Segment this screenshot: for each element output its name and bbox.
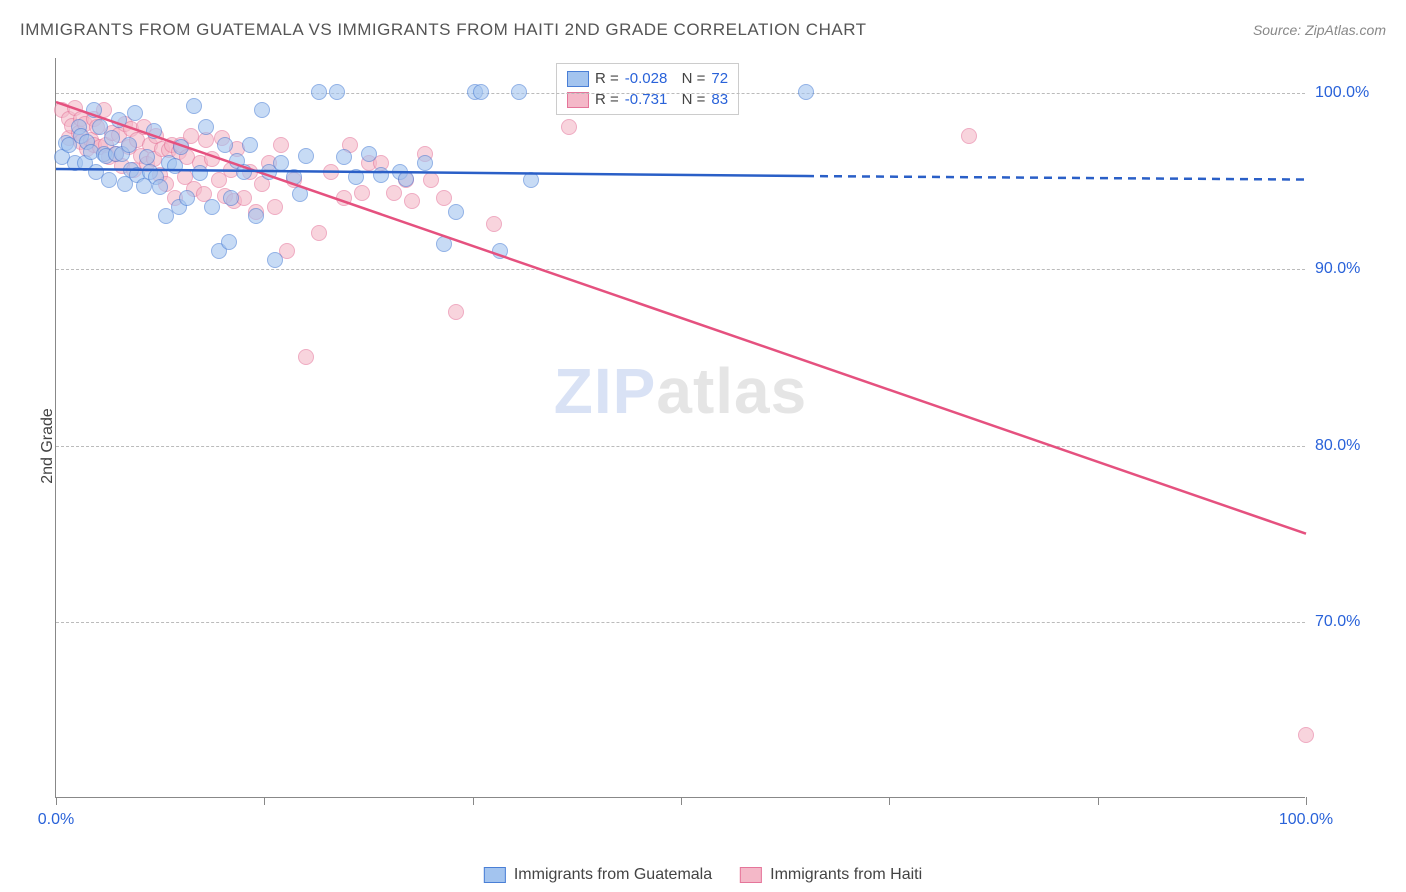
data-point: [286, 169, 302, 185]
data-point: [254, 102, 270, 118]
data-point: [248, 208, 264, 224]
data-point: [961, 128, 977, 144]
legend-item-a: Immigrants from Guatemala: [484, 866, 712, 884]
legend-row-a: R = -0.028 N = 72: [567, 68, 728, 89]
legend-label-b: Immigrants from Haiti: [770, 866, 922, 884]
data-point: [152, 179, 168, 195]
data-point: [223, 190, 239, 206]
x-tick-mark: [1306, 797, 1307, 805]
data-point: [354, 185, 370, 201]
swatch-a: [567, 71, 589, 87]
bottom-legend: Immigrants from Guatemala Immigrants fro…: [484, 866, 922, 884]
data-point: [1298, 727, 1314, 743]
y-tick-label: 100.0%: [1315, 84, 1380, 102]
plot-area: ZIPatlas R = -0.028 N = 72 R = -0.731 N …: [55, 58, 1305, 798]
data-point: [204, 151, 220, 167]
x-tick-label: 100.0%: [1279, 811, 1333, 829]
data-point: [204, 199, 220, 215]
data-point: [167, 158, 183, 174]
data-point: [336, 149, 352, 165]
gridline: [56, 93, 1305, 94]
data-point: [561, 119, 577, 135]
x-tick-mark: [681, 797, 682, 805]
x-tick-mark: [473, 797, 474, 805]
data-point: [298, 349, 314, 365]
swatch-b-icon: [740, 867, 762, 883]
data-point: [221, 234, 237, 250]
gridline: [56, 446, 1305, 447]
data-point: [292, 186, 308, 202]
data-point: [448, 204, 464, 220]
data-point: [273, 155, 289, 171]
data-point: [798, 84, 814, 100]
legend-label-a: Immigrants from Guatemala: [514, 866, 712, 884]
data-point: [448, 304, 464, 320]
data-point: [386, 185, 402, 201]
data-point: [311, 225, 327, 241]
data-point: [267, 252, 283, 268]
data-point: [417, 155, 433, 171]
chart-title: IMMIGRANTS FROM GUATEMALA VS IMMIGRANTS …: [20, 20, 867, 40]
data-point: [101, 172, 117, 188]
data-point: [173, 139, 189, 155]
data-point: [104, 130, 120, 146]
data-point: [217, 137, 233, 153]
data-point: [361, 146, 377, 162]
data-point: [111, 112, 127, 128]
data-point: [186, 98, 202, 114]
data-point: [348, 169, 364, 185]
data-point: [523, 172, 539, 188]
x-tick-mark: [56, 797, 57, 805]
data-point: [198, 119, 214, 135]
legend-item-b: Immigrants from Haiti: [740, 866, 922, 884]
gridline: [56, 622, 1305, 623]
data-point: [373, 167, 389, 183]
x-tick-mark: [1098, 797, 1099, 805]
x-tick-label: 0.0%: [38, 811, 74, 829]
data-point: [404, 193, 420, 209]
x-tick-mark: [889, 797, 890, 805]
x-tick-mark: [264, 797, 265, 805]
data-point: [336, 190, 352, 206]
y-tick-label: 70.0%: [1315, 613, 1380, 631]
data-point: [511, 84, 527, 100]
data-point: [236, 164, 252, 180]
data-point: [486, 216, 502, 232]
data-point: [146, 123, 162, 139]
data-point: [121, 137, 137, 153]
data-point: [179, 190, 195, 206]
y-tick-label: 90.0%: [1315, 260, 1380, 278]
y-tick-label: 80.0%: [1315, 437, 1380, 455]
data-point: [298, 148, 314, 164]
data-point: [329, 84, 345, 100]
data-point: [323, 164, 339, 180]
data-point: [86, 102, 102, 118]
data-point: [311, 84, 327, 100]
data-point: [436, 190, 452, 206]
data-point: [423, 172, 439, 188]
source-label: Source: ZipAtlas.com: [1253, 22, 1386, 38]
data-point: [398, 171, 414, 187]
data-point: [492, 243, 508, 259]
data-point: [242, 137, 258, 153]
stats-legend: R = -0.028 N = 72 R = -0.731 N = 83: [556, 63, 739, 115]
gridline: [56, 269, 1305, 270]
data-point: [436, 236, 452, 252]
data-point: [273, 137, 289, 153]
swatch-a-icon: [484, 867, 506, 883]
data-point: [473, 84, 489, 100]
data-point: [127, 105, 143, 121]
data-point: [192, 165, 208, 181]
data-point: [267, 199, 283, 215]
legend-row-b: R = -0.731 N = 83: [567, 89, 728, 110]
watermark: ZIPatlas: [554, 354, 807, 428]
